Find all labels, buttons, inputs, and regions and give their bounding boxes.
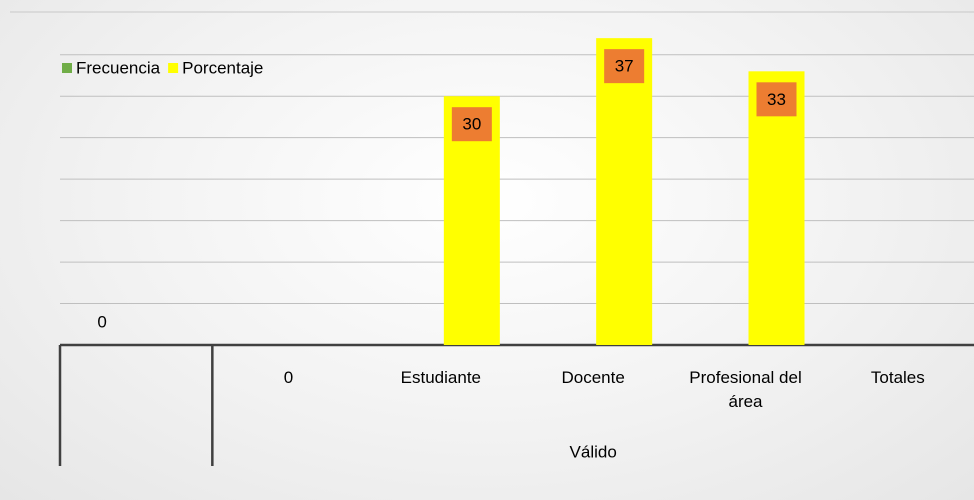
legend-label: Porcentaje: [182, 58, 263, 77]
data-label: 37: [615, 57, 634, 76]
legend-swatch: [168, 63, 179, 73]
data-label-box: [756, 82, 797, 117]
data-label: 33: [767, 90, 786, 109]
data-label-box: [604, 49, 645, 84]
bar: [596, 38, 653, 345]
x-tick-label: 0: [283, 368, 294, 387]
x-tick-label: Estudiante: [400, 368, 481, 387]
data-label: 0: [97, 312, 106, 331]
data-label-box: [451, 107, 492, 142]
legend-label: Frecuencia: [76, 58, 161, 77]
group-label: Válido: [570, 442, 617, 461]
x-tick-label: Profesional del área: [689, 368, 802, 411]
bar: [748, 71, 805, 345]
data-label: 30: [462, 115, 481, 134]
x-tick-label: Docente: [561, 368, 625, 387]
legend-swatch: [62, 63, 72, 73]
x-tick-label: Totales: [870, 368, 925, 387]
